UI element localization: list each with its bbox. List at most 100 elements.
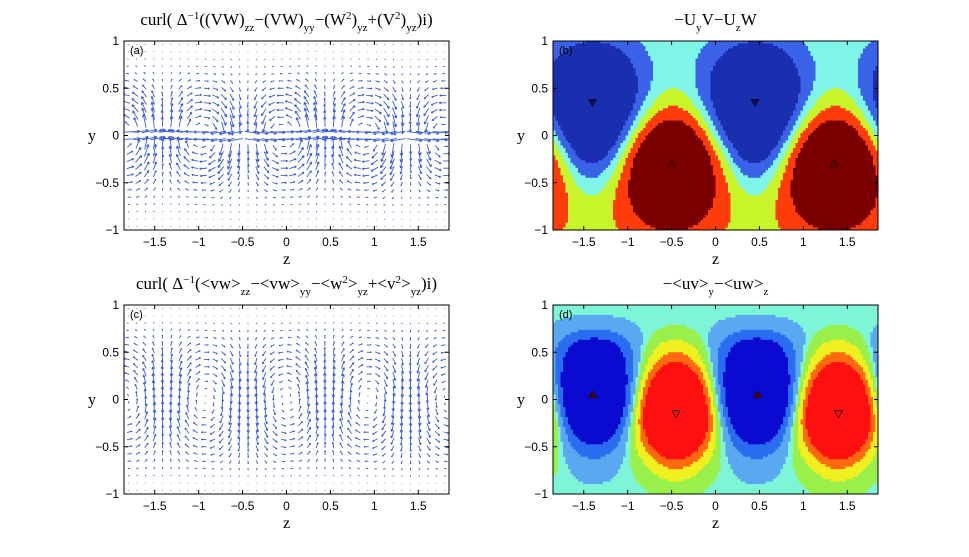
contour-cell	[680, 182, 684, 186]
quiver-arrow	[124, 114, 130, 119]
contour-cell	[625, 105, 629, 109]
contour-cell	[648, 217, 652, 221]
contour-cell	[653, 142, 657, 147]
contour-cell	[653, 155, 657, 159]
contour-cell	[660, 207, 664, 211]
contour-cell	[588, 137, 592, 142]
quiver-arrow	[400, 196, 403, 199]
contour-cell	[665, 70, 669, 74]
contour-cell	[655, 175, 659, 179]
contour-cell	[658, 137, 662, 142]
contour-cell	[663, 217, 667, 221]
contour-cell	[658, 197, 662, 201]
contour-cell	[553, 58, 557, 62]
contour-cell	[668, 70, 672, 74]
contour-cell	[628, 58, 632, 62]
quiver-dot	[247, 44, 249, 46]
contour-cell	[585, 207, 589, 211]
quiver-arrow	[236, 151, 241, 163]
contour-cell	[605, 145, 609, 149]
contour-cell	[593, 70, 597, 74]
contour-cell	[650, 135, 654, 139]
contour-cell	[593, 140, 597, 144]
quiver-arrow	[184, 180, 190, 184]
contour-cell	[553, 45, 557, 50]
contour-cell	[553, 195, 557, 199]
contour-cell	[600, 192, 604, 196]
quiver-arrow	[372, 144, 378, 152]
quiver-arrow	[288, 165, 297, 170]
contour-cell	[565, 90, 569, 94]
contour-cell	[570, 45, 574, 50]
contour-cell	[645, 65, 649, 69]
contour-cell	[610, 105, 614, 109]
contour-cell	[645, 113, 649, 117]
quiver-arrow	[142, 84, 147, 90]
contour-cell	[555, 68, 559, 72]
contour-cell	[623, 197, 627, 201]
contour-cell	[630, 50, 634, 55]
contour-cell	[608, 185, 612, 189]
contour-cell	[590, 110, 594, 114]
contour-cell	[648, 63, 652, 67]
contour-cell	[678, 88, 682, 92]
contour-cell	[680, 78, 684, 82]
quiver-arrow	[409, 181, 412, 186]
quiver-arrow	[167, 128, 184, 133]
contour-cell	[650, 103, 654, 107]
contour-cell	[638, 142, 642, 147]
contour-cell	[650, 145, 654, 149]
contour-cell	[608, 182, 612, 186]
contour-cell	[615, 137, 619, 142]
contour-cell	[613, 145, 617, 149]
contour-cell	[660, 137, 664, 142]
contour-cell	[595, 113, 599, 117]
contour-cell	[568, 58, 572, 62]
contour-cell	[580, 220, 584, 224]
contour-cell	[618, 202, 622, 206]
quiver-dot	[187, 44, 189, 46]
contour-cell	[618, 88, 622, 92]
contour-cell	[670, 95, 674, 99]
contour-cell	[623, 182, 627, 186]
contour-cell	[590, 185, 594, 189]
quiver-dot	[444, 44, 446, 46]
contour-cell	[675, 85, 679, 89]
contour-cell	[633, 145, 637, 149]
contour-cell	[628, 118, 632, 122]
quiver-arrow	[255, 174, 260, 180]
contour-cell	[618, 155, 622, 159]
contour-cell	[643, 50, 647, 55]
quiver-arrow	[161, 79, 164, 82]
quiver-arrow	[298, 203, 301, 206]
contour-cell	[658, 118, 662, 122]
contour-cell	[553, 137, 557, 142]
contour-cell	[565, 152, 569, 156]
contour-cell	[660, 58, 664, 62]
contour-cell	[605, 73, 609, 77]
contour-cell	[578, 200, 582, 204]
contour-cell	[603, 227, 607, 230]
contour-cell	[678, 217, 682, 221]
contour-cell	[588, 192, 592, 196]
contour-cell	[605, 50, 609, 55]
contour-cell	[620, 120, 624, 124]
contour-cell	[680, 43, 684, 47]
quiver-arrow	[306, 187, 311, 192]
contour-cell	[620, 220, 624, 224]
quiver-arrow	[383, 100, 390, 109]
contour-cell	[578, 165, 582, 169]
contour-cell	[658, 128, 662, 132]
quiver-arrow	[135, 146, 142, 156]
contour-cell	[553, 70, 557, 74]
quiver-arrow	[303, 101, 310, 113]
contour-cell	[623, 162, 627, 166]
contour-cell	[570, 50, 574, 55]
contour-cell	[613, 217, 617, 221]
contour-cell	[595, 95, 599, 99]
y-tick-label: −1	[105, 223, 119, 237]
quiver-arrow	[323, 85, 326, 90]
contour-cell	[568, 162, 572, 166]
contour-cell	[590, 70, 594, 74]
contour-cell	[648, 78, 652, 82]
